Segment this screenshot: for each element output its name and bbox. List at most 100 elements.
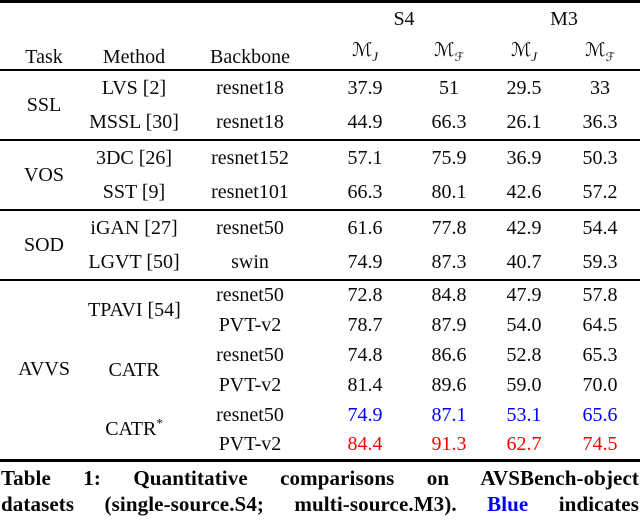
table-row: PVT-v2 84.4 91.3 62.7 74.5 xyxy=(0,430,640,460)
metric-value: 62.7 xyxy=(506,432,542,455)
metric-value: 42.9 xyxy=(506,216,542,239)
method-cell: SST [9] xyxy=(102,180,166,203)
backbone-cell: PVT-v2 xyxy=(218,432,282,455)
metric-value: 74.9 xyxy=(347,403,383,426)
backbone-cell: resnet50 xyxy=(216,284,284,306)
backbone-cell: resnet50 xyxy=(216,216,284,239)
metric-value: 61.6 xyxy=(347,216,383,239)
table-row: SST [9] resnet101 66.3 80.1 42.6 57.2 xyxy=(0,175,640,210)
method-cell: iGAN [27] xyxy=(90,216,178,239)
metric-value: 33 xyxy=(590,76,610,99)
group-avvs: AVVS TPAVI [54] resnet50 72.8 84.8 47.9 … xyxy=(0,280,640,460)
metric-value: 84.4 xyxy=(347,432,383,455)
method-cell: MSSL [30] xyxy=(89,110,179,133)
caption-blue-word: Blue xyxy=(487,491,529,516)
metric-value: 44.9 xyxy=(347,110,383,133)
caption-line-1: Table 1: Quantitative comparisons on AVS… xyxy=(1,465,639,490)
method-cell: LGVT [50] xyxy=(88,250,180,273)
task-cell: SOD xyxy=(23,233,64,256)
col-header-backbone: Backbone xyxy=(210,46,290,68)
backbone-cell: resnet152 xyxy=(211,146,289,169)
metric-value: 36.9 xyxy=(506,146,542,169)
method-cell: 3DC [26] xyxy=(95,146,173,169)
metric-value: 66.3 xyxy=(347,180,383,203)
metric-value: 66.3 xyxy=(431,110,467,133)
metric-value: 36.3 xyxy=(582,110,618,133)
table-row: MSSL [30] resnet18 44.9 66.3 26.1 36.3 xyxy=(0,105,640,140)
metric-value: 72.8 xyxy=(347,284,383,306)
metric-value: 57.2 xyxy=(582,180,618,203)
task-cell: AVVS xyxy=(18,358,70,381)
table-row: AVVS TPAVI [54] resnet50 72.8 84.8 47.9 … xyxy=(0,280,640,380)
metric-value: 80.1 xyxy=(431,180,467,203)
metric-value: 53.1 xyxy=(506,403,542,426)
metric-value: 75.9 xyxy=(431,146,467,169)
metric-value: 78.7 xyxy=(347,313,383,336)
backbone-cell: PVT-v2 xyxy=(218,313,282,336)
metric-value: 64.5 xyxy=(582,313,618,336)
backbone-cell: resnet50 xyxy=(216,403,284,426)
metric-value: 59.0 xyxy=(506,373,542,396)
metric-value: 54.4 xyxy=(582,216,618,239)
task-cell: VOS xyxy=(23,163,64,186)
group-sod: SOD iGAN [27] resnet50 61.6 77.8 42.9 54… xyxy=(0,210,640,280)
col-header-mf-s4: ℳℱ xyxy=(434,38,464,64)
col-header-method: Method xyxy=(102,46,166,68)
task-cell: SSL xyxy=(26,93,62,116)
group-ssl: SSL LVS [2] resnet18 37.9 51 29.5 33 MSS… xyxy=(0,70,640,140)
metric-value: 52.8 xyxy=(506,343,542,366)
metric-value: 77.8 xyxy=(431,216,467,239)
table-caption: Table 1: Quantitative comparisons on AVS… xyxy=(0,465,640,517)
method-cell: CATR xyxy=(108,358,160,381)
table-row: CATR* resnet50 74.9 87.1 53.1 65.6 xyxy=(0,400,640,440)
metric-value: 57.1 xyxy=(347,146,383,169)
backbone-cell: resnet101 xyxy=(211,180,289,203)
table-row: CATR resnet50 74.8 86.6 52.8 65.3 xyxy=(0,340,640,381)
table-row: LGVT [50] swin 74.9 87.3 40.7 59.3 xyxy=(0,245,640,280)
metric-value: 59.3 xyxy=(582,250,618,273)
method-cell: LVS [2] xyxy=(101,76,167,99)
metric-value: 37.9 xyxy=(347,76,383,99)
metric-value: 54.0 xyxy=(506,313,542,336)
metric-value: 42.6 xyxy=(506,180,542,203)
script-m-symbol: ℳ xyxy=(510,38,532,61)
script-m-symbol: ℳ xyxy=(585,38,606,61)
metric-value: 50.3 xyxy=(582,146,618,169)
metric-value: 81.4 xyxy=(347,373,383,396)
backbone-cell: PVT-v2 xyxy=(218,373,282,396)
table-row: PVT-v2 81.4 89.6 59.0 70.0 xyxy=(0,370,640,400)
metric-value: 51 xyxy=(439,76,459,99)
metric-value: 87.9 xyxy=(431,313,467,336)
col-header-mj-m3: ℳJ xyxy=(510,38,538,64)
metric-value: 70.0 xyxy=(582,373,618,396)
col-group-s4: S4 xyxy=(393,8,415,30)
metric-value: 84.8 xyxy=(431,284,467,306)
group-vos: VOS 3DC [26] resnet152 57.1 75.9 36.9 50… xyxy=(0,140,640,210)
col-header-mj-s4: ℳJ xyxy=(351,38,379,64)
caption-text: indicates xyxy=(528,491,639,516)
backbone-cell: resnet50 xyxy=(216,343,284,366)
metric-value: 29.5 xyxy=(506,76,542,99)
caption-text: datasets (single-source.S4; multi-source… xyxy=(1,491,488,516)
metric-value: 74.9 xyxy=(347,250,383,273)
table-header: Task Method Backbone S4 M3 ℳJ ℳℱ ℳJ ℳℱ xyxy=(0,2,640,70)
metric-value: 57.8 xyxy=(582,284,618,306)
metric-value: 47.9 xyxy=(506,284,542,306)
method-cell: TPAVI [54] xyxy=(88,299,181,321)
metric-value: 87.3 xyxy=(431,250,467,273)
col-header-task: Task xyxy=(25,46,63,68)
metric-value: 65.3 xyxy=(582,343,618,366)
metric-value: 89.6 xyxy=(431,373,467,396)
caption-line-2: datasets (single-source.S4; multi-source… xyxy=(1,491,639,517)
table-row: VOS 3DC [26] resnet152 57.1 75.9 36.9 50… xyxy=(0,140,640,186)
metric-value: 26.1 xyxy=(506,110,542,133)
metric-value: 91.3 xyxy=(431,432,467,455)
metric-value: 40.7 xyxy=(506,250,542,273)
table-row: SSL LVS [2] resnet18 37.9 51 29.5 33 xyxy=(0,70,640,116)
metric-value: 74.5 xyxy=(582,432,618,455)
method-cell: CATR* xyxy=(105,415,163,440)
table-row: SOD iGAN [27] resnet50 61.6 77.8 42.9 54… xyxy=(0,210,640,256)
metric-value: 65.6 xyxy=(582,403,618,426)
metric-value: 74.8 xyxy=(347,343,383,366)
metric-value: 86.6 xyxy=(431,343,467,366)
